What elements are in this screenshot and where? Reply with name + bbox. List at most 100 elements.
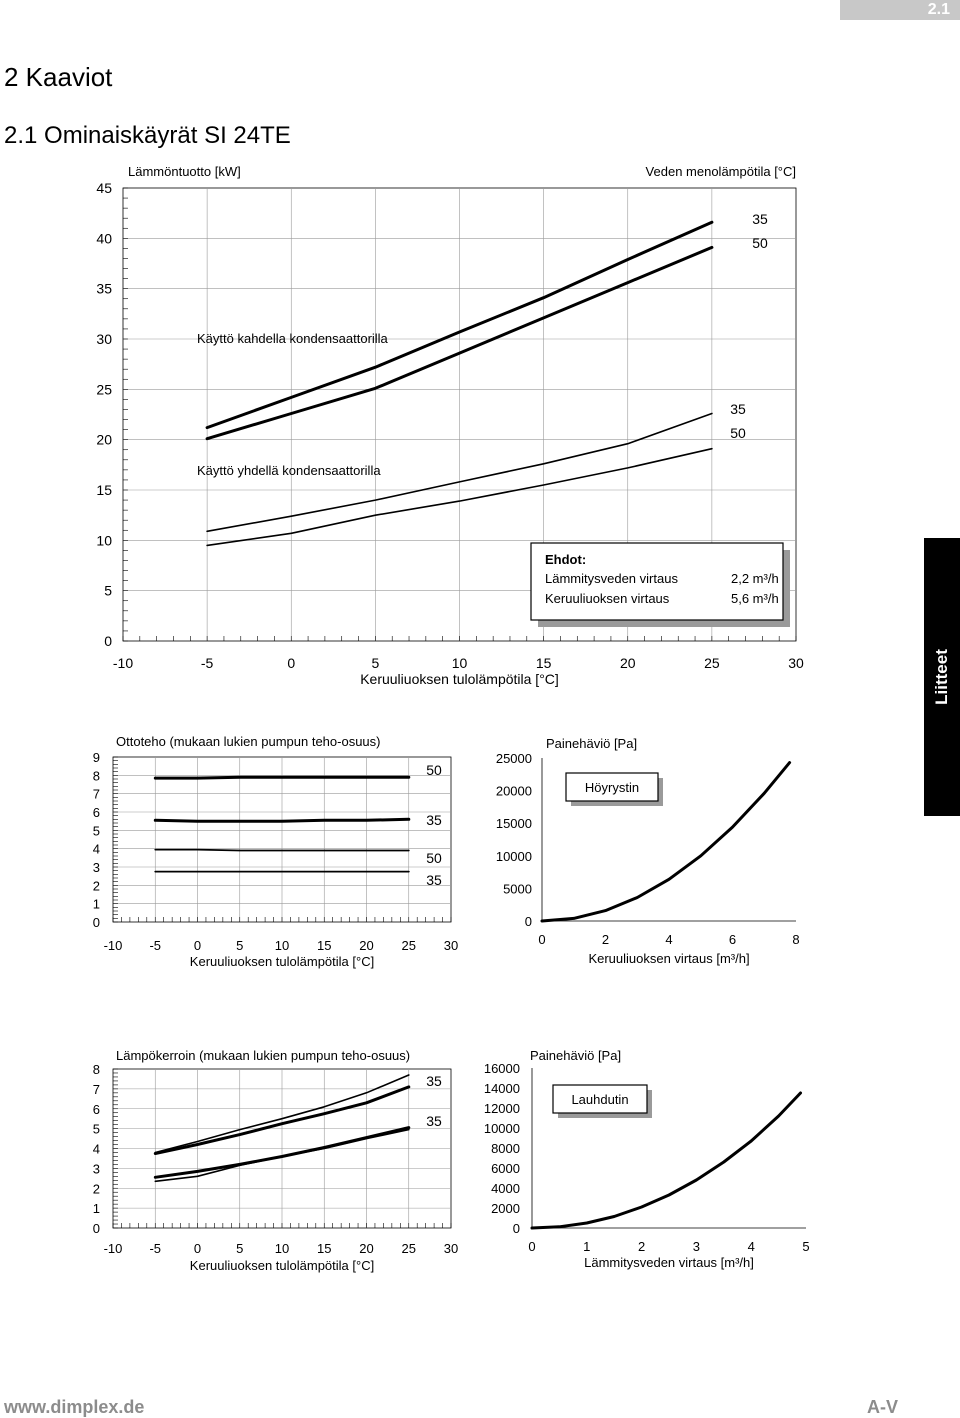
label-box-text: Lauhdutin [571, 1092, 628, 1107]
series-label: 35 [426, 812, 442, 828]
x-tick-label: 25 [704, 655, 720, 671]
y-tick-label: 25 [96, 381, 112, 397]
y-tick-label: 5 [93, 823, 100, 838]
y-tick-label: 7 [93, 787, 100, 802]
x-tick-label: -10 [113, 655, 133, 671]
series-label: 35 [752, 211, 768, 227]
x-tick-label: 0 [287, 655, 295, 671]
x-tick-label: 2 [602, 932, 609, 947]
y-tick-label: 4000 [491, 1181, 520, 1196]
x-tick-label: 0 [194, 1241, 201, 1256]
label-box-text: Höyrystin [585, 780, 639, 795]
x-tick-label: -5 [149, 1241, 161, 1256]
x-tick-label: 5 [371, 655, 379, 671]
y-tick-label: 2 [93, 878, 100, 893]
side-tab[interactable]: Liitteet [924, 538, 960, 816]
chart-title: Lämmöntuotto [kW] [128, 164, 241, 179]
legend-title: Veden menolämpötila [°C] [646, 164, 796, 179]
series-line-2 [153, 1085, 411, 1155]
x-tick-label: 25 [402, 938, 416, 953]
series-label: 50 [426, 762, 442, 778]
x-tick-label: 15 [317, 1241, 331, 1256]
chart-title: Ottoteho (mukaan lukien pumpun teho-osuu… [116, 734, 381, 749]
x-tick-label: 4 [665, 932, 672, 947]
y-tick-label: 0 [513, 1221, 520, 1236]
conditions-row-value: 2,2 m³/h [731, 571, 779, 586]
annotation-one-condenser: Käyttö yhdellä kondensaattorilla [197, 463, 381, 478]
x-tick-label: 0 [194, 938, 201, 953]
conditions-box [530, 542, 784, 621]
series-line-4 [154, 1128, 410, 1183]
series-line-3 [154, 848, 410, 852]
y-tick-label: 14000 [484, 1081, 520, 1096]
series-line-2 [153, 817, 411, 823]
label-box [565, 772, 659, 802]
y-tick-label: 8 [93, 768, 100, 783]
x-tick-label: 25 [402, 1241, 416, 1256]
series-line-1 [154, 1074, 410, 1154]
series-label: 35 [426, 1113, 442, 1129]
x-tick-label: -10 [104, 1241, 123, 1256]
y-tick-label: 0 [93, 915, 100, 930]
y-tick-label: 25000 [496, 751, 532, 766]
y-tick-label: 30 [96, 331, 112, 347]
y-tick-label: 12000 [484, 1101, 520, 1116]
x-tick-label: -10 [104, 938, 123, 953]
conditions-row-label: Keruuliuoksen virtaus [545, 591, 670, 606]
y-tick-label: 10000 [484, 1121, 520, 1136]
y-tick-label: 15000 [496, 816, 532, 831]
x-tick-label: 5 [236, 938, 243, 953]
x-tick-label: -5 [201, 655, 214, 671]
y-tick-label: 16000 [484, 1061, 520, 1076]
series-label: 50 [730, 425, 746, 441]
x-tick-label: 1 [583, 1239, 590, 1254]
series-line-4 [206, 447, 713, 547]
x-tick-label: 10 [275, 938, 289, 953]
series-label: 50 [426, 850, 442, 866]
section-title: 2.1 Ominaiskäyrät SI 24TE [4, 122, 291, 149]
x-tick-label: 20 [620, 655, 636, 671]
y-tick-label: 8000 [491, 1141, 520, 1156]
series-label: 50 [752, 235, 768, 251]
x-tick-label: -5 [149, 938, 161, 953]
x-tick-label: 30 [788, 655, 804, 671]
series-label: 35 [730, 401, 746, 417]
x-axis-title: Keruuliuoksen virtaus [m³/h] [588, 951, 749, 966]
y-tick-label: 9 [93, 750, 100, 765]
y-tick-label: 15 [96, 482, 112, 498]
chart-5: 0 2000 4000 6000 8000 10000 12000 14000 16000 0 1 2… [484, 1048, 810, 1270]
x-tick-label: 5 [802, 1239, 809, 1254]
y-tick-label: 0 [525, 914, 532, 929]
series-line-1 [205, 220, 714, 430]
x-tick-label: 5 [236, 1241, 243, 1256]
chart-2: 0 1 2 3 4 5 6 7 8 9 -10 -5 0 5 10 15 20 25 30 Ottoteho (muk… [93, 734, 458, 969]
y-tick-label: 8 [93, 1062, 100, 1077]
y-tick-label: 10000 [496, 849, 532, 864]
footer-code: A-V [867, 1397, 898, 1417]
x-tick-label: 15 [536, 655, 552, 671]
y-tick-label: 35 [96, 281, 112, 297]
y-tick-label: 6000 [491, 1161, 520, 1176]
x-tick-label: 30 [444, 1241, 458, 1256]
y-tick-label: 40 [96, 230, 112, 246]
label-box [552, 1084, 648, 1114]
x-tick-label: 3 [693, 1239, 700, 1254]
y-tick-label: 2 [93, 1181, 100, 1196]
y-tick-label: 10 [96, 532, 112, 548]
x-tick-label: 15 [317, 938, 331, 953]
chart-title: Lämpökerroin (mukaan lukien pumpun teho-… [116, 1048, 410, 1063]
y-tick-label: 3 [93, 860, 100, 875]
series-label: 35 [426, 872, 442, 888]
series-line-2 [205, 245, 714, 441]
x-tick-label: 8 [792, 932, 799, 947]
conditions-heading: Ehdot: [545, 552, 586, 567]
x-axis-title: Keruuliuoksen tulolämpötila [°C] [190, 1258, 374, 1273]
chart-3: 0 5000 10000 15000 20000 25000 0 2 4 6 8 Painehäviö… [496, 736, 800, 966]
chart-title: Painehäviö [Pa] [530, 1048, 621, 1063]
x-tick-label: 4 [748, 1239, 755, 1254]
series-label: 35 [426, 1073, 442, 1089]
page-number: 2.1 [927, 1, 950, 18]
conditions-row-value: 5,6 m³/h [731, 591, 779, 606]
y-tick-label: 1 [93, 1201, 100, 1216]
series-line-1 [540, 761, 792, 923]
